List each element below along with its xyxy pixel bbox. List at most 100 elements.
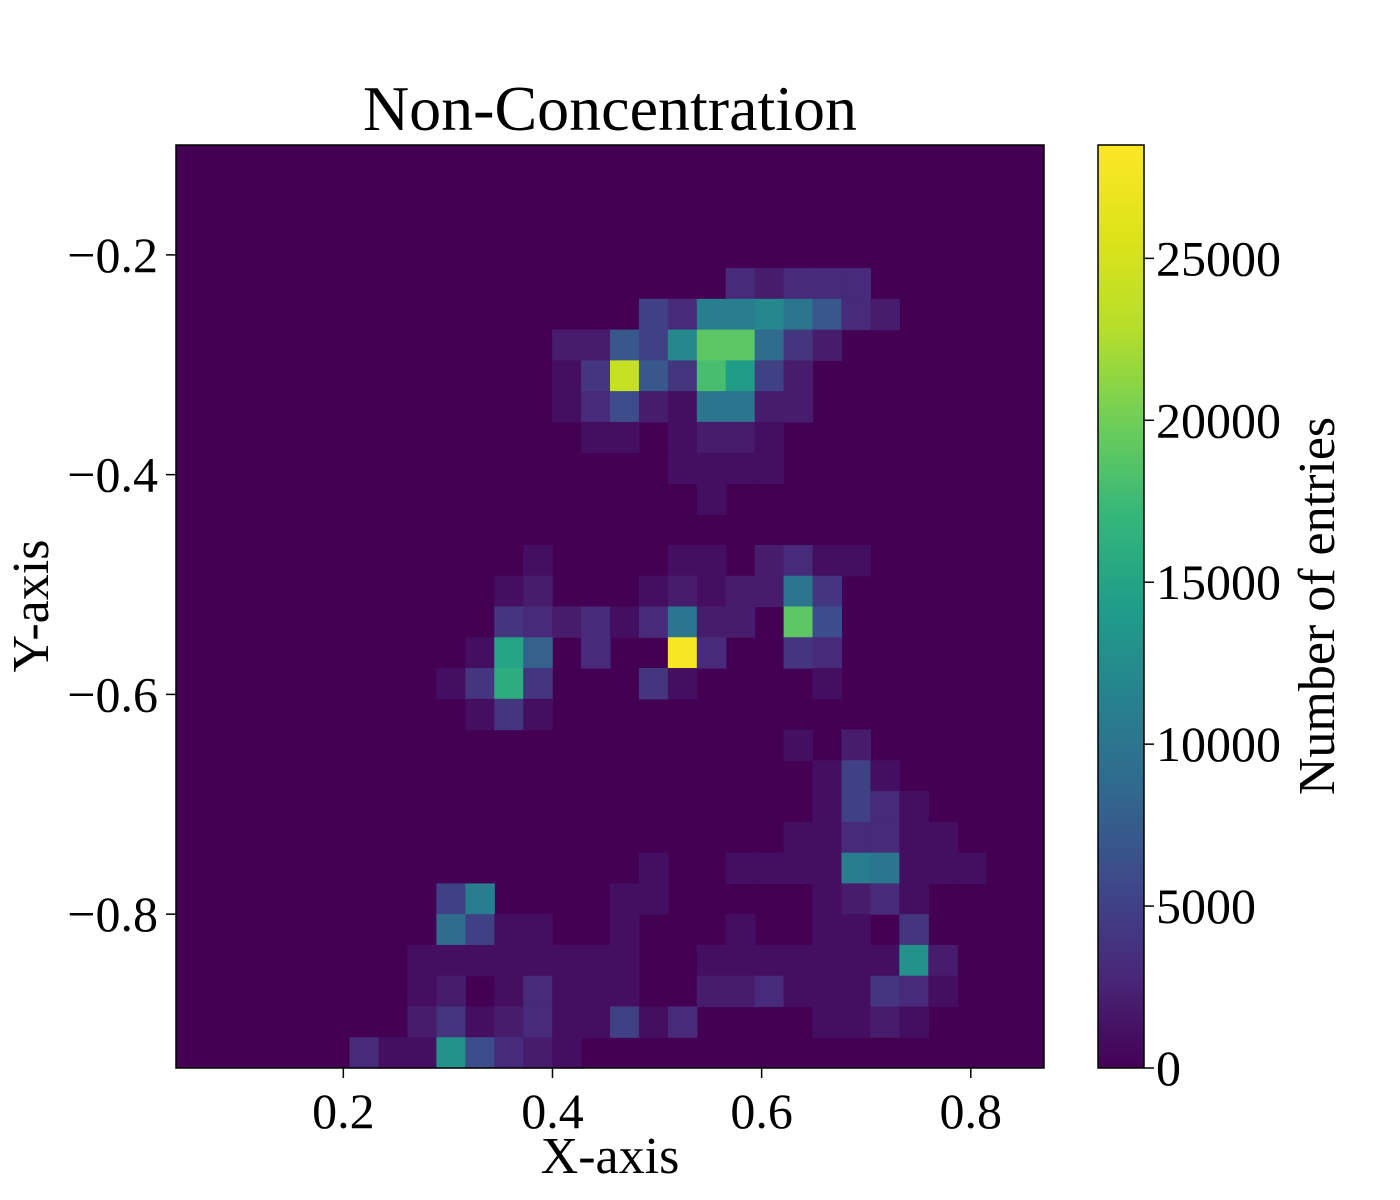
heatmap-cell xyxy=(812,575,843,608)
heatmap-cell xyxy=(494,698,524,731)
heatmap-cell xyxy=(725,914,756,946)
heatmap-cell xyxy=(552,606,582,638)
heatmap-cell xyxy=(841,298,871,331)
heatmap-cell xyxy=(841,883,871,915)
heatmap-cell xyxy=(725,975,756,1008)
heatmap-cell xyxy=(552,360,582,392)
x-axis-label: X-axis xyxy=(541,1128,680,1185)
heatmap-cell xyxy=(870,791,900,823)
heatmap-cell xyxy=(812,821,843,854)
heatmap-cell xyxy=(754,391,785,423)
heatmap-cell xyxy=(841,944,871,977)
heatmap-cell xyxy=(783,329,814,361)
heatmap-cell xyxy=(610,391,640,423)
heatmap-cell xyxy=(523,1006,553,1038)
x-axis-ticks: 0.2 0.4 0.6 0.8 xyxy=(312,1068,1002,1139)
colorbar-tick-label: 0 xyxy=(1156,1040,1181,1096)
heatmap-cell xyxy=(812,914,843,946)
heatmap-cell xyxy=(899,914,929,946)
heatmap-cell xyxy=(725,452,756,485)
heatmap-cell xyxy=(667,329,698,361)
heatmap-cell xyxy=(667,1006,698,1038)
heatmap-cell xyxy=(436,975,466,1008)
heatmap-cell xyxy=(783,268,814,300)
heatmap-cell xyxy=(610,883,640,915)
heatmap-cell xyxy=(841,975,871,1008)
heatmap-cell xyxy=(494,1006,524,1038)
heatmap-cell xyxy=(696,637,727,669)
heatmap-cell xyxy=(638,329,669,361)
heatmap-cell xyxy=(610,360,640,392)
heatmap-cell xyxy=(523,914,553,946)
heatmap-cell xyxy=(812,329,843,361)
y-tick-label: −0.2 xyxy=(67,227,158,283)
heatmap-cell xyxy=(494,975,524,1008)
heatmap-cell xyxy=(841,760,871,792)
heatmap-cell xyxy=(638,883,669,915)
heatmap-cell xyxy=(754,421,785,454)
colorbar-label: Number of entries xyxy=(1289,417,1346,795)
heatmap-cell xyxy=(812,298,843,331)
heatmap-cell xyxy=(899,1006,929,1038)
heatmap-cell xyxy=(928,944,958,977)
heatmap-cell xyxy=(899,883,929,915)
x-tick-label: 0.8 xyxy=(940,1083,1003,1139)
heatmap-cell xyxy=(494,606,524,638)
colorbar-tick-label: 15000 xyxy=(1156,554,1281,610)
heatmap-cell xyxy=(552,944,582,977)
heatmap-cell xyxy=(494,944,524,977)
heatmap-cell xyxy=(638,852,669,884)
heatmap-cell xyxy=(610,329,640,361)
heatmap-cell xyxy=(870,883,900,915)
heatmap-cell xyxy=(696,360,727,392)
colorbar-tick-label: 5000 xyxy=(1156,878,1256,934)
heatmap-cell xyxy=(610,975,640,1008)
heatmap-cell xyxy=(783,606,814,638)
heatmap-cell xyxy=(523,698,553,731)
heatmap-cell xyxy=(696,298,727,331)
heatmap-cell xyxy=(552,391,582,423)
heatmap-cell xyxy=(870,1006,900,1038)
heatmap-cell xyxy=(638,298,669,331)
heatmap-cell xyxy=(841,268,871,300)
heatmap-cell xyxy=(812,606,843,638)
heatmap-cell xyxy=(523,975,553,1008)
heatmap-cell xyxy=(638,1006,669,1038)
heatmap-cell xyxy=(552,975,582,1008)
colorbar-tick-label: 10000 xyxy=(1156,716,1281,772)
heatmap-cell xyxy=(899,791,929,823)
heatmap-cell xyxy=(812,637,843,669)
heatmap-cell xyxy=(696,606,727,638)
heatmap-cell xyxy=(523,575,553,608)
heatmap-cell xyxy=(870,821,900,854)
heatmap-cell xyxy=(812,852,843,884)
heatmap-cell xyxy=(407,1006,437,1038)
heatmap-cell xyxy=(407,975,437,1008)
heatmap-cell xyxy=(870,944,900,977)
heatmap-cell xyxy=(696,483,727,515)
heatmap-cell xyxy=(783,544,814,577)
heatmap-cell xyxy=(870,975,900,1008)
chart-title: Non-Concentration xyxy=(363,73,857,144)
heatmap-cell xyxy=(725,575,756,608)
heatmap-cell xyxy=(812,668,843,700)
heatmap-cell xyxy=(581,606,611,638)
heatmap-cell xyxy=(725,606,756,638)
heatmap-cell xyxy=(754,944,785,977)
colorbar-tick-label: 25000 xyxy=(1156,230,1281,286)
heatmap-cell xyxy=(841,1006,871,1038)
heatmap-cell xyxy=(465,914,495,946)
heatmap-cell xyxy=(812,944,843,977)
heatmap-cell xyxy=(841,821,871,854)
heatmap-cell xyxy=(841,544,871,577)
heatmap-cell xyxy=(696,452,727,485)
heatmap-cell xyxy=(870,760,900,792)
heatmap-cell xyxy=(696,544,727,577)
heatmap-cell xyxy=(581,1006,611,1038)
heatmap-cell xyxy=(667,391,698,423)
heatmap-cell xyxy=(349,1037,380,1069)
heatmap-cell xyxy=(610,421,640,454)
heatmap-cell xyxy=(667,360,698,392)
heatmap-cell xyxy=(696,944,727,977)
